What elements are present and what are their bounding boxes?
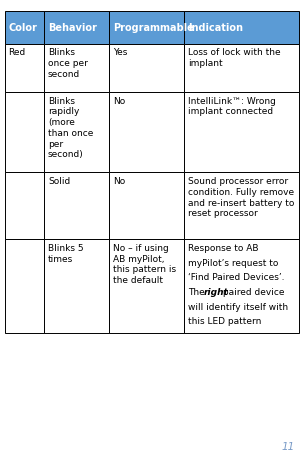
Text: Behavior: Behavior — [48, 23, 97, 33]
Text: paired device: paired device — [220, 287, 285, 297]
Bar — [44, 11, 109, 45]
Bar — [44, 173, 109, 240]
Text: ‘Find Paired Devices’.: ‘Find Paired Devices’. — [188, 273, 285, 282]
Text: No: No — [113, 177, 125, 186]
Bar — [5, 45, 44, 93]
Text: Yes: Yes — [113, 48, 127, 57]
Text: Blinks
once per
second: Blinks once per second — [48, 48, 88, 78]
Text: this LED pattern: this LED pattern — [188, 317, 261, 326]
Text: No – if using
AB myPilot,
this pattern is
the default: No – if using AB myPilot, this pattern i… — [113, 243, 176, 285]
Bar — [5, 11, 44, 45]
Bar — [185, 11, 299, 45]
Text: will identify itself with: will identify itself with — [188, 302, 288, 311]
Text: Blinks
rapidly
(more
than once
per
second): Blinks rapidly (more than once per secon… — [48, 96, 93, 159]
Text: IntelliLink™: Wrong
implant connected: IntelliLink™: Wrong implant connected — [188, 96, 276, 116]
Text: 11: 11 — [282, 441, 295, 451]
Text: Programmable: Programmable — [113, 23, 194, 33]
Text: right: right — [203, 287, 228, 297]
Text: Indication: Indication — [188, 23, 243, 33]
Bar — [5, 173, 44, 240]
Text: Red: Red — [8, 48, 26, 57]
Bar — [185, 45, 299, 93]
Bar — [5, 240, 44, 334]
Bar — [185, 173, 299, 240]
Bar — [44, 93, 109, 173]
Text: No: No — [113, 96, 125, 106]
Text: Solid: Solid — [48, 177, 70, 186]
Bar — [109, 11, 185, 45]
Text: Sound processor error
condition. Fully remove
and re-insert battery to
reset pro: Sound processor error condition. Fully r… — [188, 177, 295, 218]
Text: Blinks 5
times: Blinks 5 times — [48, 243, 84, 263]
Text: Color: Color — [8, 23, 37, 33]
Bar — [109, 173, 185, 240]
Bar — [185, 93, 299, 173]
Text: Response to AB: Response to AB — [188, 243, 259, 252]
Bar — [185, 240, 299, 334]
Text: Loss of lock with the
implant: Loss of lock with the implant — [188, 48, 281, 68]
Bar — [44, 45, 109, 93]
Text: The: The — [188, 287, 208, 297]
Bar — [44, 240, 109, 334]
Bar — [5, 93, 44, 173]
Bar — [109, 93, 185, 173]
Text: myPilot’s request to: myPilot’s request to — [188, 258, 278, 267]
Bar — [109, 45, 185, 93]
Bar — [109, 240, 185, 334]
